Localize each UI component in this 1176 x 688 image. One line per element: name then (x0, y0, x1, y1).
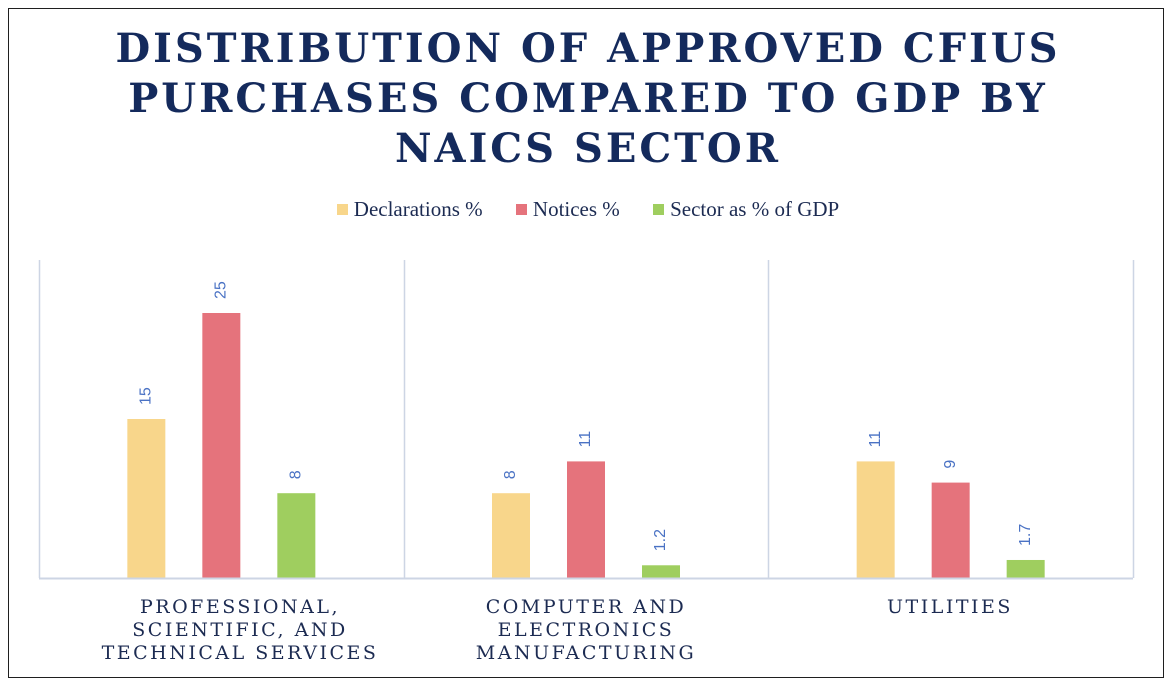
category-label-computer-line-2: ELECTRONICS (497, 619, 675, 641)
category-label-utilities-line-1: UTILITIES (887, 596, 1013, 618)
chart-legend: Declarations % Notices % Sector as % of … (0, 197, 1176, 222)
legend-item-declarations: Declarations % (336, 197, 483, 222)
legend-item-gdp: Sector as % of GDP (653, 197, 839, 222)
category-label-computer-line-3: MANUFACTURING (475, 642, 697, 664)
legend-swatch-declarations (336, 204, 348, 215)
chart-title: DISTRIBUTION OF APPROVED CFIUS PURCHASES… (0, 24, 1176, 174)
category-label-utilities: UTILITIES (800, 596, 1100, 619)
category-label-computer-line-1: COMPUTER AND (485, 596, 687, 618)
category-label-professional-line-2: SCIENTIFIC, AND (132, 619, 348, 641)
category-label-professional-line-3: TECHNICAL SERVICES (101, 642, 379, 664)
legend-swatch-gdp (653, 204, 665, 215)
category-label-computer: COMPUTER AND ELECTRONICS MANUFACTURING (436, 596, 736, 665)
category-label-professional-line-1: PROFESSIONAL, (139, 596, 340, 618)
legend-label-notices: Notices % (532, 197, 620, 221)
chart-title-line-3: NAICS SECTOR (394, 125, 782, 172)
legend-item-notices: Notices % (515, 197, 620, 222)
legend-swatch-notices (515, 204, 527, 215)
chart-title-line-1: DISTRIBUTION OF APPROVED CFIUS (115, 25, 1061, 72)
category-label-professional: PROFESSIONAL, SCIENTIFIC, AND TECHNICAL … (90, 596, 390, 665)
legend-label-declarations: Declarations % (353, 197, 483, 221)
chart-title-line-2: PURCHASES COMPARED TO GDP BY (128, 75, 1048, 122)
legend-label-gdp: Sector as % of GDP (670, 197, 840, 221)
